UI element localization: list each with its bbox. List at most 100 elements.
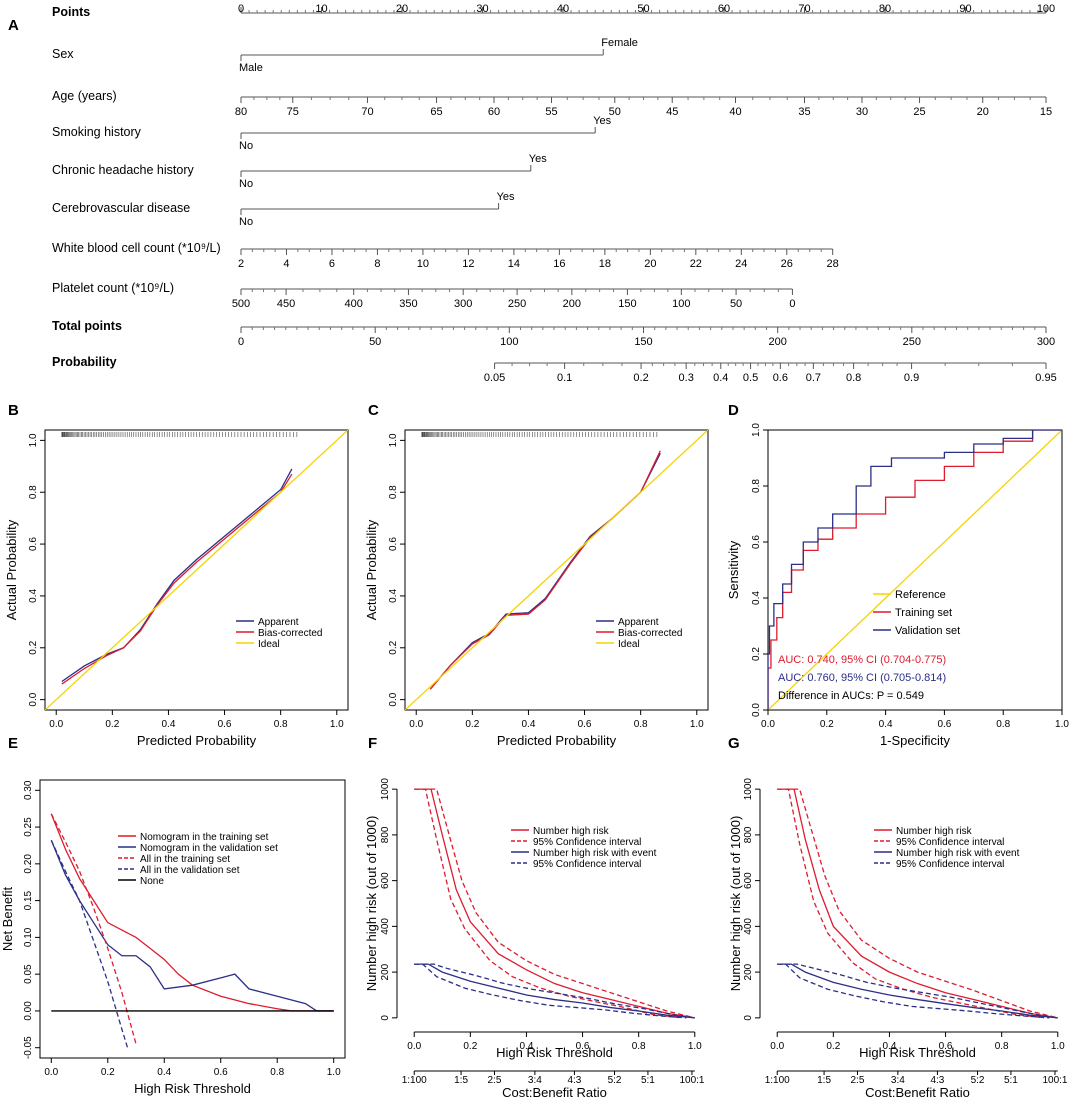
y-axis-label: Number high risk (out of 1000) [364,816,379,992]
x-tick-label: 0.8 [996,719,1010,730]
x2-tick-label: 1:100 [402,1075,427,1086]
plot-frame [767,429,1063,711]
x2-tick-label: 5:1 [1004,1075,1018,1086]
chart-F: 0 200 400 600 800 1000 0.0 0.2 0.4 0.6 0.8 1.0 High … [364,778,705,1100]
series-line [777,963,1050,1019]
x2-axis-label: Cost:Benefit Ratio [865,1085,970,1100]
x2-tick-label: 3:4 [891,1075,905,1086]
nomogram-row: Age (years) 80 75 70 65 60 55 50 45 40 35 30 25 20 15 [52,89,1052,118]
auc-annotation: Difference in AUCs: P = 0.549 [778,690,924,702]
nomogram-tick-label: 30 [856,106,868,118]
x-axis-label: High Risk Threshold [134,1081,251,1096]
nomogram-row-label: Age (years) [52,89,117,103]
x-tick-label: 0.0 [49,719,63,730]
y-tick-label: -0.05 [23,1036,34,1059]
series-group [45,430,348,710]
legend-entry: All in the validation set [140,865,240,876]
nomogram-row: Total points 0 50 100 150 200 250 300 [52,319,1055,348]
y-tick-label: 0.8 [751,479,762,493]
nomogram-tick-label: 80 [235,106,247,118]
series-line [777,788,1044,1019]
x-tick-label: 0.2 [105,719,119,730]
nomogram-row-label: Total points [52,319,122,333]
x-tick-label: 0.2 [826,1041,840,1052]
legend-entry: Number high risk [896,826,973,837]
nomogram-tick-label: 100 [500,336,518,348]
y-tick-label: 800 [743,826,754,843]
nomogram: Points 0 10 20 30 40 50 60 70 80 90 100SexMaleFemal… [52,3,1057,384]
nomogram-tick-label: 80 [879,3,891,15]
nomogram-tick-label: 500 [232,298,250,310]
nomogram-category-label: No [239,216,253,228]
x-tick-label: 0.8 [632,1041,646,1052]
x-tick-label: 0.0 [44,1067,58,1078]
panel-label-F: F [368,735,377,752]
series-group [768,430,1062,710]
series-line [768,430,1062,710]
x-tick-label: 0.8 [270,1067,284,1078]
nomogram-row-label: Sex [52,47,74,61]
nomogram-tick-label: 22 [690,258,702,270]
x-tick-label: 0.0 [407,1041,421,1052]
series-line [414,788,695,1019]
y-axis-label: Net Benefit [0,886,15,951]
nomogram-tick-label: 20 [644,258,656,270]
nomogram-tick-label: 40 [557,3,569,15]
legend-entry: Ideal [618,639,640,650]
x2-tick-label: 100:1 [1042,1075,1067,1086]
x-tick-label: 0.2 [820,719,834,730]
legend-entry: Reference [895,589,946,601]
nomogram-tick-label: 75 [287,106,299,118]
x-tick-label: 0.6 [576,1041,590,1052]
legend-entry: 95% Confidence interval [896,837,1004,848]
y-tick-label: 1000 [380,778,391,801]
legend-entry: Number high risk with event [896,848,1020,859]
nomogram-row: Sex Male Female [52,37,638,74]
nomogram-category-label: Yes [593,115,611,127]
nomogram-row: Cerebrovascular disease No Yes [52,191,515,228]
legend-entry: Apparent [618,617,659,628]
rug [61,432,298,437]
nomogram-tick-label: 20 [977,106,989,118]
x-tick-label: 0.6 [939,1041,953,1052]
legend-entry: None [140,876,164,887]
nomogram-tick-label: 20 [396,3,408,15]
nomogram-tick-label: 150 [634,336,652,348]
panel-label-C: C [368,402,379,419]
x-axis-label: 1-Specificity [880,733,951,748]
nomogram-tick-label: 10 [417,258,429,270]
nomogram-tick-label: 90 [959,3,971,15]
nomogram-category-label: Yes [529,153,547,165]
x-axis-label: High Risk Threshold [859,1045,976,1060]
series-line [429,453,661,690]
legend: Reference Training set Validation set [873,589,960,637]
series-line [405,430,708,710]
nomogram-category-label: Male [239,62,263,74]
x2-tick-label: 5:2 [971,1075,985,1086]
nomogram-tick-label: 300 [1037,336,1055,348]
x2-tick-label: 2:5 [488,1075,502,1086]
nomogram-row-label: Chronic headache history [52,163,194,177]
nomogram-tick-label: 0.05 [484,372,505,384]
chart-G: 0 200 400 600 800 1000 0.0 0.2 0.4 0.6 0.8 1.0 High … [728,778,1068,1100]
nomogram-tick-label: 0 [238,3,244,15]
nomogram-tick-label: 70 [798,3,810,15]
legend-entry: Number high risk [533,826,610,837]
nomogram-category-label: Female [601,37,638,49]
x-tick-label: 0.4 [879,719,893,730]
y-tick-label: 200 [743,963,754,980]
nomogram-tick-label: 16 [553,258,565,270]
chart-D: 0.0 0.2 0.4 0.6 0.8 1.0 0.0 0.2 0.4 0.6 0.8 1.0 1-Sp… [726,423,1069,748]
legend-entry: Bias-corrected [258,628,322,639]
y-tick-label: 600 [380,872,391,889]
nomogram-tick-label: 200 [769,336,787,348]
legend-entry: 95% Confidence interval [533,837,641,848]
legend-entry: All in the training set [140,854,230,865]
nomogram-row: Smoking history No Yes [52,115,612,152]
x2-tick-label: 1:5 [454,1075,468,1086]
auc-annotation: AUC: 0.760, 95% CI (0.705-0.814) [778,672,946,684]
x-tick-label: 0.6 [578,719,592,730]
nomogram-tick-label: 200 [563,298,581,310]
